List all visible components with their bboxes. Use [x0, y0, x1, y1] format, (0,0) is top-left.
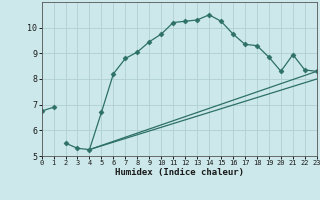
X-axis label: Humidex (Indice chaleur): Humidex (Indice chaleur)	[115, 168, 244, 177]
